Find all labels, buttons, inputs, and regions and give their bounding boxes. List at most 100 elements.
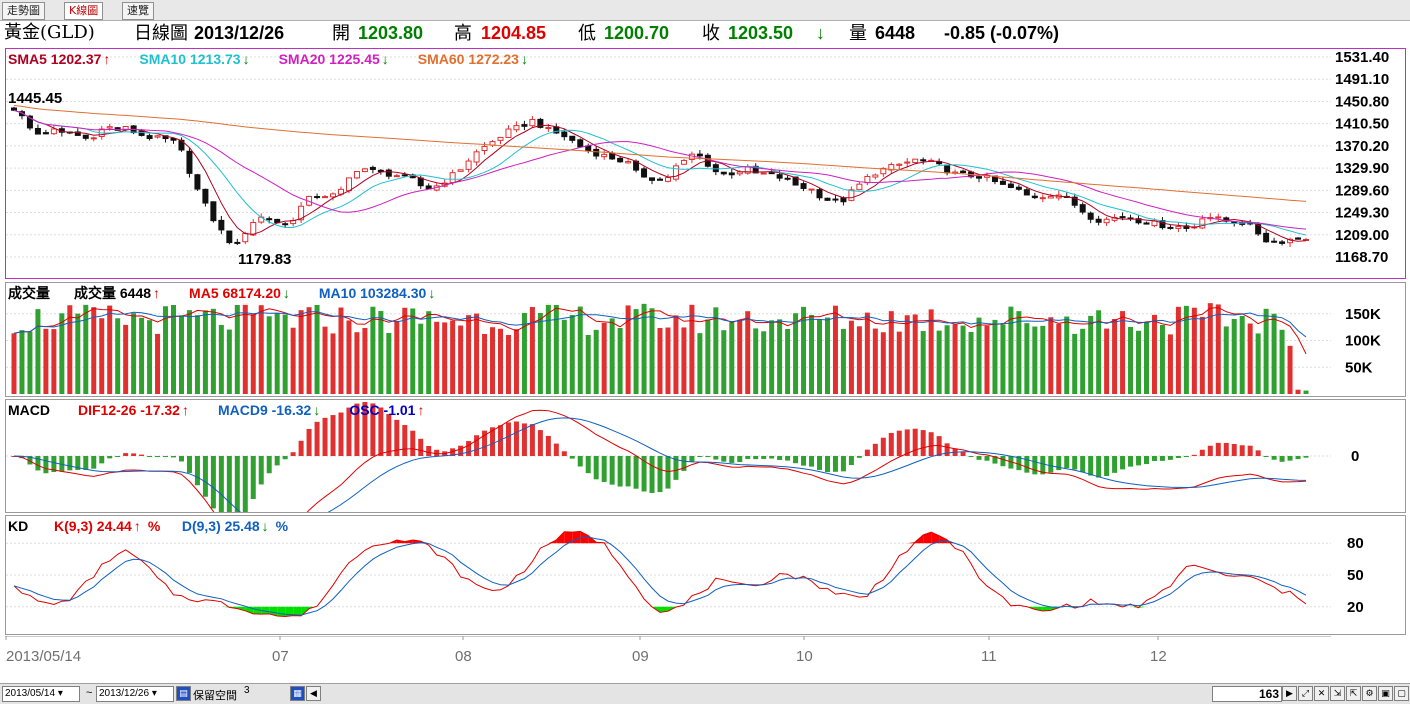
osc-bar [825,456,830,472]
volume-bar [992,320,997,394]
volume-bar [530,307,535,394]
volume-bar [1264,309,1269,394]
volume-bar [107,306,112,394]
volume-bar [1256,333,1261,394]
osc-bar [602,456,607,482]
tool-icon[interactable]: ⚙ [1362,686,1377,701]
change-value: -0.85 (-0.07%) [944,20,1059,46]
expand-icon[interactable]: ⇲ [1330,686,1345,701]
osc-bar [1160,456,1165,461]
volume-bar [43,329,48,394]
osc-bar [801,456,806,466]
candle-body [673,166,678,179]
apply-range-icon[interactable]: ▤ [176,686,191,701]
tab-kline[interactable]: K線圖 [64,2,103,20]
candle-body [809,189,814,190]
osc-bar [594,456,599,479]
scroll-left-icon[interactable]: ◀ [306,686,321,701]
volume-bar [91,307,96,394]
volume-bar [1040,326,1045,394]
volume-bar [1240,316,1245,394]
crosshair-icon[interactable]: ✕ [1314,686,1329,701]
osc-bar [1192,455,1197,456]
date-axis-label: 10 [796,648,813,665]
volume-bar [275,314,280,394]
volume-bar [498,329,503,394]
from-date-select[interactable]: 2013/05/14 ▾ [2,686,80,702]
low-value: 1200.70 [604,20,669,46]
kd-oversold-fill [277,607,285,617]
volume-bar [235,305,240,394]
volume-bar [1216,304,1221,394]
price-legend-arrow-3: ↓ [521,51,528,67]
bar-count-field[interactable]: 163 [1212,686,1282,702]
sma5-line [14,110,1306,241]
kd-legend-1: D(9,3) 25.48 [182,518,260,534]
settings-icon[interactable]: ▦ [290,686,305,701]
print-icon[interactable]: ▣ [1378,686,1393,701]
to-date-select[interactable]: 2013/12/26 ▾ [96,686,174,702]
macd-title: MACD [8,402,50,418]
volume-bar [1080,329,1085,394]
volume-bar [729,322,734,394]
volume-bar [338,308,343,394]
tab-trend[interactable]: 走勢圖 [2,2,45,20]
quote-date: 2013/12/26 [194,20,284,46]
candle-body [522,125,527,127]
scroll-right-icon[interactable]: ▶ [1282,686,1297,701]
close-arrow-icon: ↓ [816,20,825,46]
osc-bar [913,429,918,456]
osc-bar [857,456,862,458]
kd-legend-suffix-0: % [148,518,161,534]
status-bar: 2013/05/14 ▾ ~ 2013/12/26 ▾ ▤ 保留空間 3 ▦ ◀… [0,683,1410,704]
volume-bar [1304,391,1309,394]
volume-bar [227,330,232,394]
shrink-icon[interactable]: ⇱ [1346,686,1361,701]
kd-title: KD [8,518,28,534]
osc-bar [179,456,184,461]
volume-bar [1048,317,1053,394]
volume-bar [1144,322,1149,394]
candle-body [370,167,375,169]
osc-bar [123,453,128,456]
volume-bar [251,314,256,394]
price-tick: 1491.10 [1335,71,1389,88]
osc-bar [171,456,176,457]
osc-bar [410,431,415,456]
volume-bar [610,318,615,394]
candle-body [921,160,926,161]
date-axis-label: 12 [1150,648,1167,665]
price-tick: 1370.20 [1335,138,1389,155]
osc-bar [43,456,48,473]
volume-bar [1168,334,1173,394]
volume-bar [394,321,399,394]
osc-bar [697,456,702,457]
osc-bar [713,456,718,460]
osc-bar [1184,456,1189,457]
zoom-icon[interactable]: ⤢ [1298,686,1313,701]
fullscreen-icon[interactable]: ▢ [1394,686,1409,701]
tab-overview[interactable]: 速覽 [122,2,154,20]
volume-bar [969,332,974,394]
price-axis: 1531.401491.101450.801410.501370.201329.… [1331,49,1405,278]
osc-bar [1120,456,1125,469]
sma20-line [14,110,1306,229]
candle-body [913,159,918,162]
osc-bar [115,456,120,457]
volume-bar [522,313,527,394]
volume-bar [19,330,24,394]
volume-bar [681,327,686,394]
osc-bar [163,456,168,457]
date-axis-label: 09 [632,648,649,665]
volume-bar [697,333,702,394]
candle-body [1048,196,1053,198]
osc-bar [1104,456,1109,476]
kd-overbought-fill [572,531,580,543]
volume-bar [299,310,304,394]
volume-bar [1248,324,1253,394]
candle-body [681,160,686,164]
osc-bar [665,456,670,489]
osc-bar [1144,456,1149,464]
